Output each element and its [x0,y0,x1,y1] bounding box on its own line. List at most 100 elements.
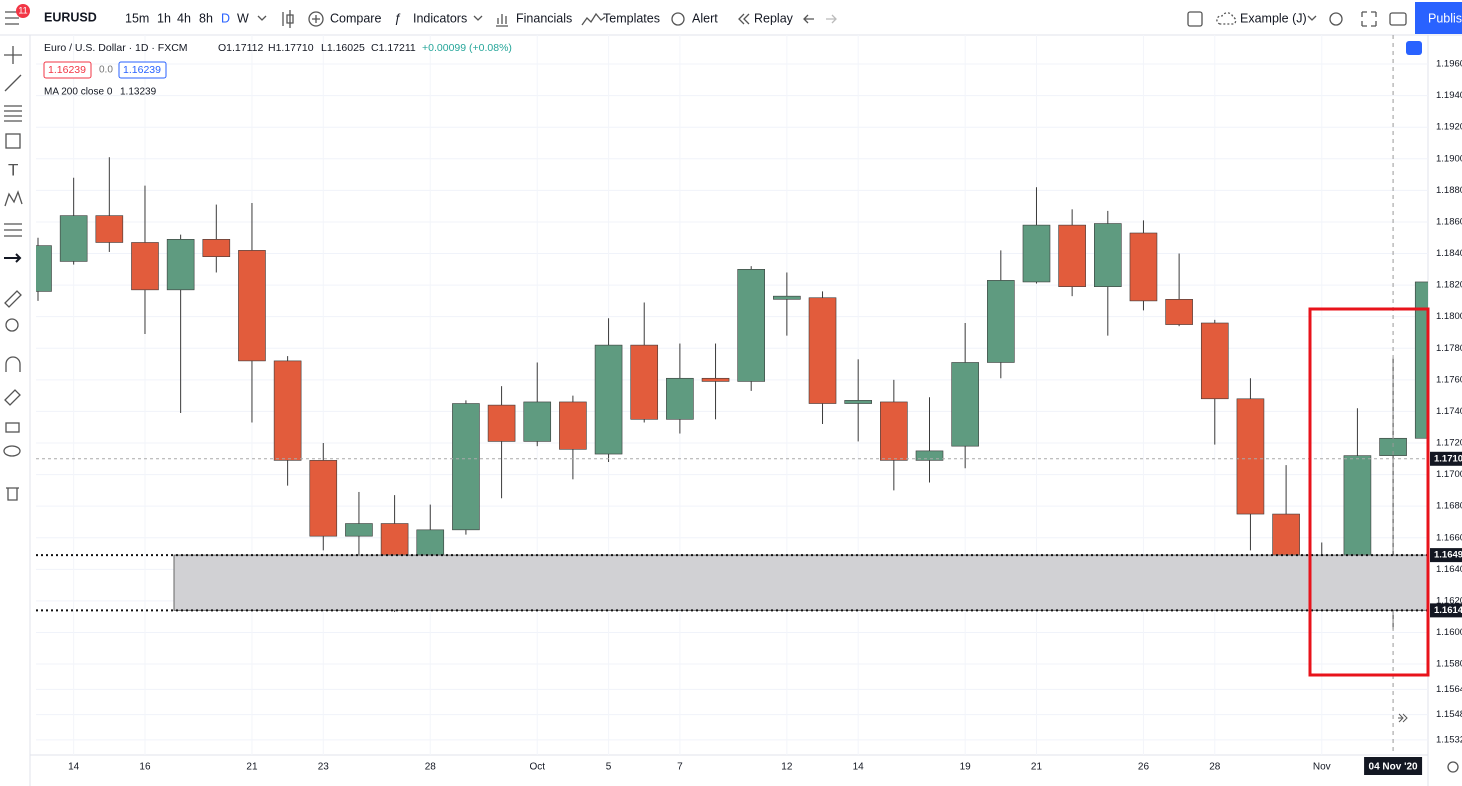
symbol[interactable]: EURUSD [44,10,97,24]
redo[interactable] [826,14,837,24]
candle-body [808,297,837,404]
candle-body [701,377,730,382]
price-label-box [1430,603,1462,618]
candle-body [737,269,766,382]
y-tick-label: 1.1600 [1436,627,1462,638]
candle-body [523,401,552,442]
candle-body [1129,232,1158,302]
price-label: 1.1649 [1434,550,1462,561]
interval[interactable]: 15m [125,11,149,25]
templates-button[interactable]: Templates [603,11,660,25]
candle-body [987,280,1015,363]
price-label-box [1430,548,1462,563]
candle-body [666,377,694,420]
change: +0.00099 (+0.08%) [422,42,512,54]
cloud-icon [1216,12,1237,25]
dropdown[interactable] [1307,15,1317,21]
compare-button[interactable]: Compare [330,11,381,25]
arrow-tool[interactable] [4,253,22,263]
highlight-box [1308,307,1430,677]
lock-tool[interactable] [5,422,20,433]
interval[interactable]: W [237,11,249,25]
indicators-icon: ƒ [394,11,401,25]
interval[interactable]: D [221,11,230,25]
sell-box[interactable] [43,61,92,79]
y-tick-label: 1.1532 [1436,734,1462,745]
x-tick-label: 21 [1031,762,1043,773]
remove-tool[interactable] [6,487,19,501]
layout-checkbox[interactable] [1187,11,1203,27]
scroll-to-realtime[interactable] [1398,713,1408,723]
y-tick-label: 1.1620 [1436,595,1462,606]
trendline-tool[interactable] [4,74,22,92]
x-tick-label: 5 [606,762,612,773]
bid[interactable]: 1.16239 [48,64,86,76]
fib-tool[interactable] [4,105,22,122]
interval[interactable]: 4h [177,11,191,25]
replay-icon [738,13,750,25]
compare-icon [308,11,324,27]
y-tick-label: 1.1720 [1436,438,1462,449]
auto-scale-button[interactable] [1406,41,1422,55]
spread: 0.0 [99,65,113,76]
replay-button[interactable]: Replay [754,11,794,25]
dropdown[interactable] [473,15,483,21]
y-tick-label: 1.1548 [1436,709,1462,720]
axes: 1.1960 1.1940 1.1920 1.1900 1.1880 1.1860 1.18… [68,59,1462,775]
snapshot-icon[interactable] [1389,12,1407,26]
candle-body [1272,513,1300,561]
publish-label[interactable]: Publish [1428,11,1462,25]
indicators-button[interactable]: Indicators [413,11,467,25]
text-tool[interactable]: T [8,160,18,179]
support-zone [173,554,1429,611]
fullscreen-icon[interactable] [1361,11,1377,27]
ask[interactable]: 1.16239 [123,64,161,76]
y-tick-label: 1.1800 [1436,311,1462,322]
measure-tool[interactable] [4,290,22,308]
buy-box[interactable] [118,61,167,79]
axis-settings[interactable] [1447,761,1459,773]
candle-body [1200,322,1229,400]
templates-icon [581,12,606,26]
candle-body [1414,281,1428,439]
magnet-tool[interactable] [5,356,21,372]
forecast-tool[interactable] [4,223,22,237]
candle-body [95,215,124,243]
zoom-tool[interactable] [5,318,19,332]
badge-count: 11 [18,5,27,15]
y-tick-label: 1.1880 [1436,185,1462,196]
ohlc-open: O1.17112 [218,42,264,54]
shape-tool[interactable] [5,133,21,149]
candle-body [202,239,231,257]
stay-drawing-tool[interactable] [4,389,21,406]
undo[interactable] [803,14,814,24]
candle-body [1236,398,1265,515]
candle-body [273,360,302,461]
interval[interactable]: 1h [157,11,171,25]
candle-body [309,460,338,537]
interval[interactable]: 8h [199,11,213,25]
publish-button[interactable] [1415,2,1462,34]
x-tick-label: Nov [1313,762,1331,773]
compare-plus [312,15,320,23]
alert-button[interactable]: Alert [692,11,718,25]
y-tick-label: 1.1740 [1436,406,1462,417]
candle-body [487,404,516,442]
x-tick-label: 21 [246,762,258,773]
layout-name[interactable]: Example (J) [1240,11,1307,25]
settings-icon[interactable] [1329,12,1343,26]
pattern-tool[interactable] [4,190,23,207]
hide-tool[interactable] [3,445,21,457]
y-tick-label: 1.1940 [1436,90,1462,101]
dropdown[interactable] [257,15,267,21]
chart-type-icon[interactable] [282,10,294,28]
indicator-value: 1.13239 [120,87,157,98]
candle-body [131,242,159,291]
candle-body [1165,299,1193,325]
crosshair-tool[interactable] [4,46,22,64]
financials-button[interactable]: Financials [516,11,572,25]
x-tick-label: 12 [781,762,793,773]
candle-body [1094,223,1122,287]
x-tick-label: 28 [425,762,437,773]
